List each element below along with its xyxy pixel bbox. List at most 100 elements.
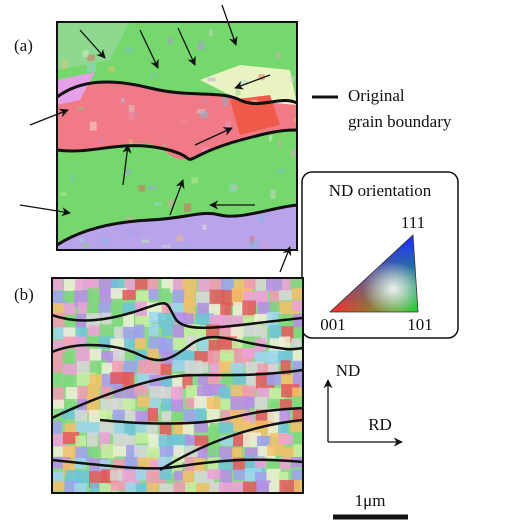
key-triangle-white xyxy=(328,234,419,313)
grain-patch xyxy=(159,423,172,440)
grain-patch xyxy=(173,312,188,324)
grain-patch xyxy=(88,325,105,337)
grain-patch xyxy=(292,360,303,373)
direction-label: RD xyxy=(368,415,392,434)
grain-patch xyxy=(207,469,222,480)
grain-patch xyxy=(75,279,92,290)
grain-patch xyxy=(53,481,65,492)
grain-region xyxy=(57,72,95,105)
key-corner: 111 xyxy=(401,213,425,232)
grain-patch xyxy=(75,327,88,344)
grain-patch xyxy=(290,420,303,433)
arrow xyxy=(234,74,271,90)
grain-patch xyxy=(161,411,173,422)
grain-patch xyxy=(134,278,149,290)
grain-patch xyxy=(75,435,87,446)
grain-patch xyxy=(158,288,171,301)
grain-patch xyxy=(293,444,303,457)
grain-patch xyxy=(219,435,238,446)
grain-patch xyxy=(208,372,220,389)
grain-patch xyxy=(62,291,75,302)
grain-patch xyxy=(89,482,107,493)
grain-patch xyxy=(278,423,289,441)
grain-patch xyxy=(185,434,198,445)
grain-patch xyxy=(278,313,293,329)
grain-patch xyxy=(62,351,74,369)
grain-patch xyxy=(65,387,80,402)
grain-patch xyxy=(292,300,303,312)
grain-patch xyxy=(99,421,116,435)
speckle xyxy=(278,140,282,148)
grain-patch xyxy=(53,327,74,340)
grain-patch xyxy=(52,362,63,373)
grain-patch xyxy=(242,481,257,493)
panel-label: (b) xyxy=(14,285,34,304)
grain-patch xyxy=(111,480,128,491)
grain-patch xyxy=(110,288,127,299)
grain-patch xyxy=(209,289,225,306)
speckle xyxy=(235,89,241,96)
grain-patch xyxy=(110,372,130,385)
grain-patch xyxy=(53,339,65,354)
grain-patch xyxy=(87,336,105,348)
grain-patch xyxy=(292,350,303,363)
grain-patch xyxy=(52,433,67,447)
grain-patch xyxy=(197,278,213,292)
grain-patch xyxy=(77,386,89,404)
grain-patch xyxy=(123,314,134,330)
grain-patch xyxy=(206,396,222,410)
grain-patch xyxy=(110,469,126,481)
speckle xyxy=(60,192,67,197)
grain-patch xyxy=(135,483,153,493)
speckle xyxy=(183,203,191,212)
grain-patch xyxy=(52,372,62,387)
speckle xyxy=(150,73,157,78)
grain-patch xyxy=(173,278,185,291)
key-corner: 001 xyxy=(320,315,346,334)
speckle xyxy=(107,66,116,73)
arrow xyxy=(221,4,238,46)
grain-patch xyxy=(124,338,136,356)
key-title: ND orientation xyxy=(329,181,432,200)
grain-patch xyxy=(146,423,158,439)
grain-patch xyxy=(148,324,159,336)
grain-patch xyxy=(75,421,91,433)
grain-patch xyxy=(147,408,159,422)
grain-patch xyxy=(99,483,119,493)
grain-boundary xyxy=(159,418,303,472)
grain-patch xyxy=(124,387,137,399)
speckle xyxy=(249,236,255,245)
grain-patch xyxy=(197,361,209,373)
grain-patch xyxy=(52,302,64,321)
speckle xyxy=(232,185,239,189)
grain-patch xyxy=(244,396,255,409)
grain-patch xyxy=(124,351,137,368)
grain-patch xyxy=(218,482,235,493)
grain-patch xyxy=(89,348,102,363)
grain-patch xyxy=(135,432,150,444)
grain-patch xyxy=(87,288,101,303)
grain-patch xyxy=(257,290,269,304)
grain-patch xyxy=(266,459,284,471)
grain-patch xyxy=(122,372,135,389)
speckle xyxy=(168,200,174,207)
grain-patch xyxy=(244,278,258,289)
grain-patch xyxy=(194,458,206,474)
grain-patch xyxy=(242,315,260,327)
grain-patch xyxy=(209,278,224,290)
grain-region xyxy=(200,65,297,105)
orientation-map-a xyxy=(57,22,297,250)
speckle xyxy=(277,168,287,173)
grain-boundary xyxy=(52,368,303,420)
speckle xyxy=(70,173,75,182)
arrow xyxy=(29,108,69,126)
grain-patch xyxy=(148,289,163,300)
speckle xyxy=(67,229,76,234)
arrow xyxy=(79,29,106,59)
grain-patch xyxy=(173,445,185,463)
speckle xyxy=(275,53,281,59)
grain-patch xyxy=(291,338,302,351)
grain-patch xyxy=(100,386,112,399)
speckle xyxy=(263,243,268,250)
grain-patch xyxy=(87,384,100,401)
